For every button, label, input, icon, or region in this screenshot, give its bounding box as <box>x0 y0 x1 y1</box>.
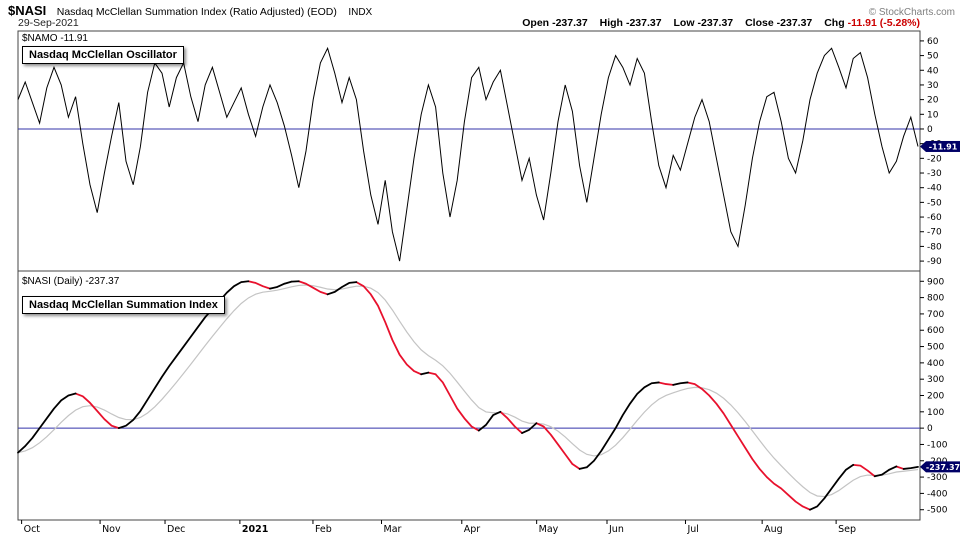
month-label: May <box>539 524 559 535</box>
month-label: Apr <box>464 524 481 535</box>
summation-panel-title: $NASI (Daily) -237.37 <box>22 276 120 287</box>
month-label: Oct <box>24 524 41 535</box>
quote-close-value: -237.37 <box>776 17 813 29</box>
quote-chg-value: -11.91 (-5.28%) <box>847 17 920 29</box>
y-axis-label: 300 <box>927 375 944 385</box>
y-axis-label: -50 <box>927 198 942 208</box>
last-value-label: -237.37 <box>926 463 960 472</box>
month-label: 2021 <box>242 524 268 535</box>
month-label: Feb <box>315 524 332 535</box>
chart-header-left: $NASI Nasdaq McClellan Summation Index (… <box>8 2 372 20</box>
nasi-last-value-tag: -237.37 <box>920 461 960 473</box>
y-axis-label: -90 <box>927 257 942 267</box>
quote-open-label: Open <box>522 17 550 29</box>
summation-label-box: Nasdaq McClellan Summation Index <box>22 296 225 314</box>
y-axis-label: 0 <box>927 125 933 135</box>
exchange-label: INDX <box>348 7 373 18</box>
y-axis-label: 400 <box>927 359 944 369</box>
oscillator-panel: 6050403020100-10-20-30-40-50-60-70-80-90… <box>17 30 960 272</box>
y-axis-label: -20 <box>927 154 942 164</box>
y-axis-label: 50 <box>927 52 939 62</box>
quote-strip: Open -237.37 High -237.37 Low -237.37 Close… <box>522 17 920 29</box>
y-axis-label: 20 <box>927 96 939 106</box>
summation-panel: 9008007006005004003002001000-100-200-300… <box>17 270 960 521</box>
quote-low-value: -237.37 <box>697 17 734 29</box>
month-label: Jul <box>686 524 698 535</box>
y-axis-label: 200 <box>927 392 944 402</box>
y-axis-label: 10 <box>927 110 939 120</box>
quote-low-label: Low <box>673 17 695 29</box>
y-axis-label: -70 <box>927 228 942 238</box>
namo-last-value-tag: -11.91 <box>920 140 960 152</box>
quote-subheader: 29-Sep-2021 Open -237.37 High -237.37 Low -… <box>18 17 920 29</box>
quote-open-value: -237.37 <box>552 17 588 29</box>
quote-close-label: Close <box>745 17 774 29</box>
month-label: Aug <box>764 524 783 535</box>
nasi-ema-line <box>17 284 919 498</box>
y-axis-label: -60 <box>927 213 942 223</box>
y-axis-label: -80 <box>927 242 942 252</box>
symbol: $NASI <box>8 3 47 18</box>
y-axis-label: 900 <box>927 277 944 287</box>
y-axis-label: -30 <box>927 169 942 179</box>
quote-chg-label: Chg <box>824 17 845 29</box>
x-axis: Oct Nov Dec 2021 Feb Mar Apr May Jun Jul Aug Sep <box>21 520 856 535</box>
date-label: 29-Sep-2021 <box>18 17 79 29</box>
month-label: Dec <box>167 524 185 535</box>
oscillator-panel-title: $NAMO -11.91 <box>22 33 88 44</box>
y-axis-label: 0 <box>927 424 933 434</box>
namo-line <box>17 46 919 262</box>
month-label: Sep <box>838 524 856 535</box>
page-title: Nasdaq McClellan Summation Index (Ratio … <box>56 6 337 18</box>
oscillator-label-box: Nasdaq McClellan Oscillator <box>22 46 184 64</box>
y-axis-label: -300 <box>927 473 948 483</box>
y-axis-label: 30 <box>927 81 939 91</box>
y-axis-label: -100 <box>927 440 948 450</box>
y-axis-label: 700 <box>927 310 944 320</box>
y-axis-label: -40 <box>927 184 942 194</box>
month-label: Nov <box>102 524 121 535</box>
month-label: Jun <box>608 524 624 535</box>
y-axis-label: 60 <box>927 37 939 47</box>
copyright: © StockCharts.com <box>868 7 955 18</box>
y-axis-label: 500 <box>927 343 944 353</box>
y-axis-label: 40 <box>927 66 939 76</box>
quote-high-label: High <box>599 17 623 29</box>
nasi-line-down <box>74 280 905 511</box>
y-axis-label: 100 <box>927 408 944 418</box>
y-axis-label: -500 <box>927 506 948 516</box>
quote-high-value: -237.37 <box>625 17 662 29</box>
y-axis-label: 600 <box>927 326 944 336</box>
month-label: Mar <box>384 524 402 535</box>
y-axis-label: 800 <box>927 294 944 304</box>
last-value-label: -11.91 <box>929 142 958 151</box>
chart-header: $NASI Nasdaq McClellan Summation Index (… <box>8 2 955 20</box>
y-axis-label: -400 <box>927 489 948 499</box>
